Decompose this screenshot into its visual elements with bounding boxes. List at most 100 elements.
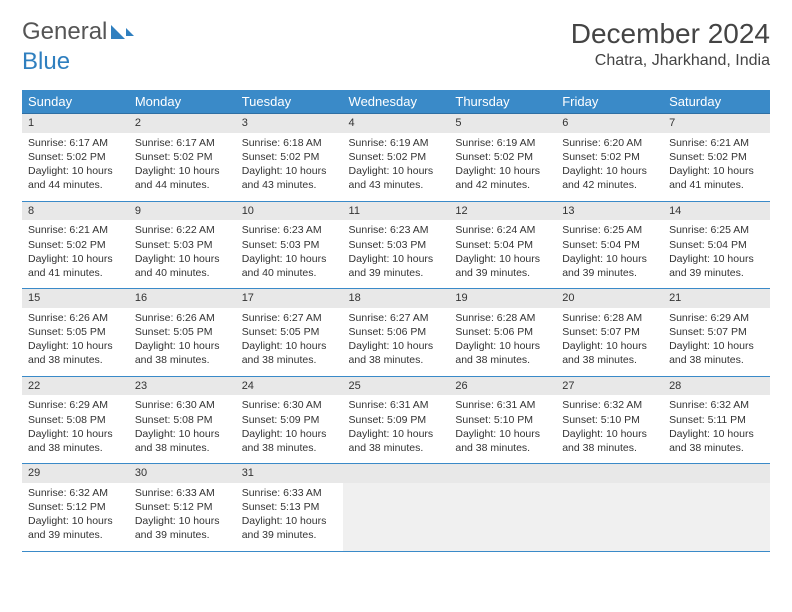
day-number: 8 [22,201,129,220]
sunrise-text: Sunrise: 6:32 AM [562,398,657,412]
sunrise-text: Sunrise: 6:26 AM [28,311,123,325]
daylight-text: Daylight: 10 hours [135,252,230,266]
sunset-text: Sunset: 5:05 PM [135,325,230,339]
daylight-text2: and 38 minutes. [242,353,337,367]
day-cell [556,483,663,551]
day-cell: Sunrise: 6:32 AMSunset: 5:10 PMDaylight:… [556,395,663,463]
day-detail-row: Sunrise: 6:32 AMSunset: 5:12 PMDaylight:… [22,483,770,551]
day-cell: Sunrise: 6:21 AMSunset: 5:02 PMDaylight:… [22,220,129,288]
sunset-text: Sunset: 5:05 PM [242,325,337,339]
day-number: 4 [343,114,450,133]
daylight-text: Daylight: 10 hours [669,339,764,353]
day-cell: Sunrise: 6:30 AMSunset: 5:09 PMDaylight:… [236,395,343,463]
sunset-text: Sunset: 5:08 PM [28,413,123,427]
day-cell: Sunrise: 6:21 AMSunset: 5:02 PMDaylight:… [663,133,770,201]
day-detail-row: Sunrise: 6:21 AMSunset: 5:02 PMDaylight:… [22,220,770,288]
daylight-text2: and 39 minutes. [242,528,337,542]
day-number: 28 [663,376,770,395]
sunrise-text: Sunrise: 6:19 AM [455,136,550,150]
day-number: 7 [663,114,770,133]
logo-triangle2-icon [126,28,134,36]
daylight-text2: and 38 minutes. [669,441,764,455]
daylight-text: Daylight: 10 hours [242,164,337,178]
day-number: 16 [129,289,236,308]
sunset-text: Sunset: 5:02 PM [242,150,337,164]
day-cell: Sunrise: 6:23 AMSunset: 5:03 PMDaylight:… [236,220,343,288]
day-number: 29 [22,464,129,483]
daylight-text2: and 39 minutes. [669,266,764,280]
daylight-text2: and 38 minutes. [28,353,123,367]
sunrise-text: Sunrise: 6:23 AM [349,223,444,237]
weekday-header: Tuesday [236,90,343,114]
sunset-text: Sunset: 5:02 PM [562,150,657,164]
daylight-text2: and 39 minutes. [28,528,123,542]
daylight-text2: and 39 minutes. [562,266,657,280]
sunrise-text: Sunrise: 6:25 AM [562,223,657,237]
daylight-text2: and 44 minutes. [28,178,123,192]
daylight-text2: and 44 minutes. [135,178,230,192]
daylight-text2: and 43 minutes. [349,178,444,192]
day-number: 15 [22,289,129,308]
day-cell: Sunrise: 6:25 AMSunset: 5:04 PMDaylight:… [556,220,663,288]
day-cell: Sunrise: 6:26 AMSunset: 5:05 PMDaylight:… [129,308,236,376]
day-number: 25 [343,376,450,395]
sunrise-text: Sunrise: 6:30 AM [242,398,337,412]
day-number: 27 [556,376,663,395]
sunset-text: Sunset: 5:04 PM [562,238,657,252]
daylight-text: Daylight: 10 hours [28,514,123,528]
day-cell: Sunrise: 6:23 AMSunset: 5:03 PMDaylight:… [343,220,450,288]
sunrise-text: Sunrise: 6:22 AM [135,223,230,237]
sunset-text: Sunset: 5:04 PM [669,238,764,252]
day-number: 12 [449,201,556,220]
daylight-text: Daylight: 10 hours [242,339,337,353]
sunrise-text: Sunrise: 6:32 AM [28,486,123,500]
day-cell: Sunrise: 6:27 AMSunset: 5:06 PMDaylight:… [343,308,450,376]
daylight-text: Daylight: 10 hours [28,252,123,266]
weekday-header: Monday [129,90,236,114]
daylight-text: Daylight: 10 hours [669,252,764,266]
day-cell: Sunrise: 6:31 AMSunset: 5:10 PMDaylight:… [449,395,556,463]
sunset-text: Sunset: 5:02 PM [349,150,444,164]
sunset-text: Sunset: 5:05 PM [28,325,123,339]
day-cell: Sunrise: 6:18 AMSunset: 5:02 PMDaylight:… [236,133,343,201]
sunrise-text: Sunrise: 6:31 AM [455,398,550,412]
sunrise-text: Sunrise: 6:29 AM [669,311,764,325]
daylight-text: Daylight: 10 hours [669,427,764,441]
daylight-text: Daylight: 10 hours [562,427,657,441]
logo-text-gray: General [22,18,107,46]
daylight-text: Daylight: 10 hours [455,252,550,266]
daylight-text2: and 38 minutes. [455,441,550,455]
day-cell: Sunrise: 6:17 AMSunset: 5:02 PMDaylight:… [129,133,236,201]
daylight-text: Daylight: 10 hours [28,339,123,353]
daylight-text2: and 40 minutes. [135,266,230,280]
sunrise-text: Sunrise: 6:17 AM [28,136,123,150]
sunset-text: Sunset: 5:02 PM [135,150,230,164]
daylight-text: Daylight: 10 hours [28,427,123,441]
sunrise-text: Sunrise: 6:27 AM [242,311,337,325]
sunrise-text: Sunrise: 6:28 AM [455,311,550,325]
daylight-text2: and 38 minutes. [349,353,444,367]
sunrise-text: Sunrise: 6:28 AM [562,311,657,325]
logo: General [22,18,134,46]
daylight-text: Daylight: 10 hours [455,339,550,353]
sunrise-text: Sunrise: 6:31 AM [349,398,444,412]
day-number-row: 22232425262728 [22,376,770,395]
day-number-row: 1234567 [22,114,770,133]
day-cell: Sunrise: 6:28 AMSunset: 5:07 PMDaylight:… [556,308,663,376]
calendar-table: Sunday Monday Tuesday Wednesday Thursday… [22,90,770,552]
sunset-text: Sunset: 5:03 PM [349,238,444,252]
day-number: 1 [22,114,129,133]
sunset-text: Sunset: 5:06 PM [349,325,444,339]
day-cell: Sunrise: 6:30 AMSunset: 5:08 PMDaylight:… [129,395,236,463]
daylight-text2: and 43 minutes. [242,178,337,192]
day-cell: Sunrise: 6:31 AMSunset: 5:09 PMDaylight:… [343,395,450,463]
daylight-text: Daylight: 10 hours [242,427,337,441]
day-detail-row: Sunrise: 6:17 AMSunset: 5:02 PMDaylight:… [22,133,770,201]
logo-blue-text: Blue [22,48,770,76]
day-cell [663,483,770,551]
daylight-text: Daylight: 10 hours [349,164,444,178]
daylight-text2: and 39 minutes. [135,528,230,542]
day-number: 10 [236,201,343,220]
sunrise-text: Sunrise: 6:33 AM [242,486,337,500]
day-number [343,464,450,483]
